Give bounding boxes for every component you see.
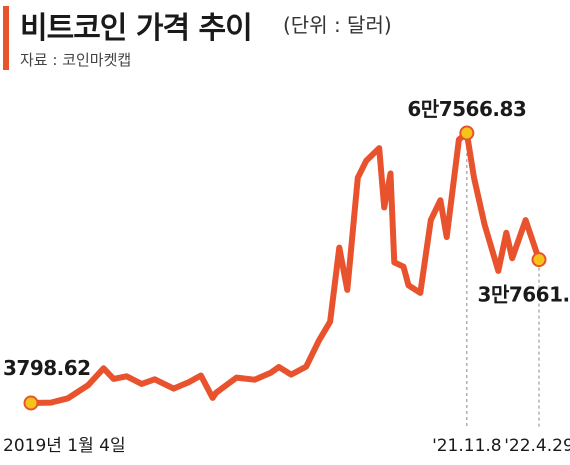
x-tick-label-2: '21.11.8: [432, 436, 502, 456]
x-tick-label-3: '22.4.29: [504, 436, 570, 456]
value-label-1: 3798.62: [3, 356, 91, 380]
point-marker-2: [459, 125, 475, 141]
value-label-3: 3만7661.20: [478, 283, 570, 307]
value-label-2: 6만7566.83: [407, 97, 526, 121]
point-marker-1: [23, 395, 39, 411]
chart-title: 비트코인 가격 추이: [20, 11, 253, 46]
accent-bar: [3, 6, 9, 70]
point-marker-3: [531, 252, 547, 268]
source-label: 자료 : 코인마켓캡: [20, 51, 132, 69]
unit-label: (단위 : 달러): [283, 13, 392, 37]
x-tick-label-1: 2019년 1월 4일: [3, 436, 126, 456]
price-line: [28, 130, 542, 406]
